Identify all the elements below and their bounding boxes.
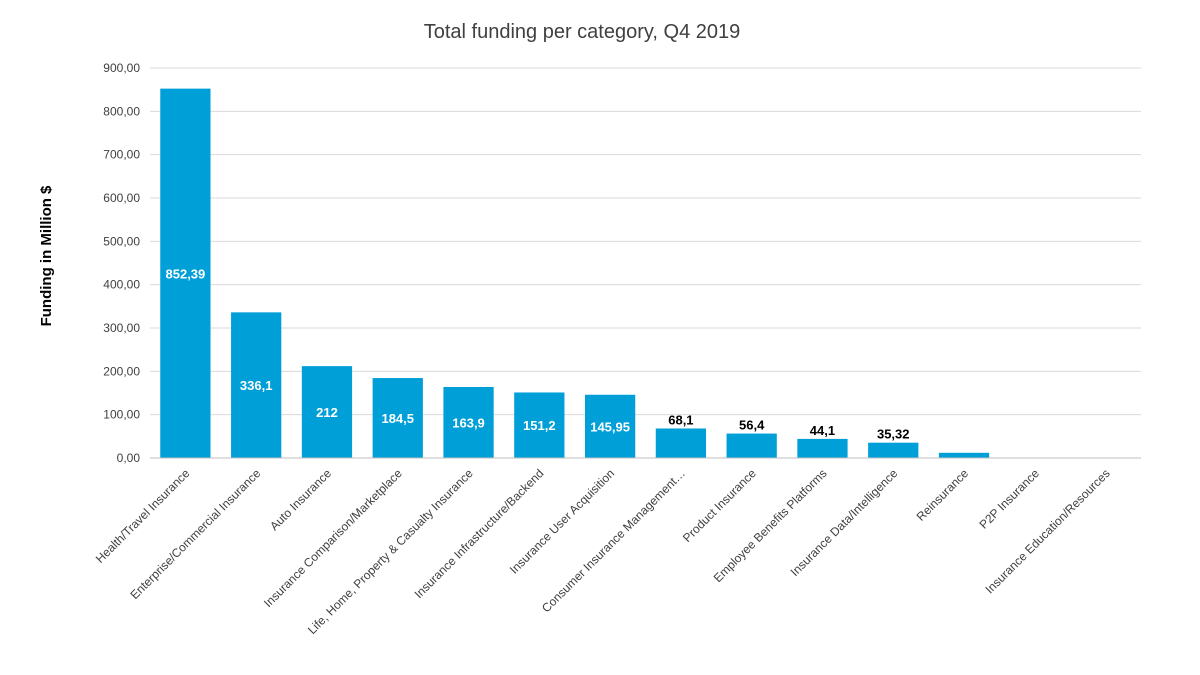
bar xyxy=(938,452,990,458)
data-label: 163,9 xyxy=(452,415,485,430)
x-tick-label: P2P Insurance xyxy=(977,466,1043,532)
data-label: 336,1 xyxy=(240,378,273,393)
data-label: 145,95 xyxy=(590,419,630,434)
chart-title: Total funding per category, Q4 2019 xyxy=(424,21,741,43)
x-tick-label: Reinsurance xyxy=(914,466,972,524)
gridlines xyxy=(150,67,1141,416)
x-tick-label: Insurance Infrastructure/Backend xyxy=(412,466,547,601)
bar xyxy=(372,378,423,458)
bar xyxy=(584,394,636,458)
data-label: 184,5 xyxy=(381,411,414,426)
bar xyxy=(231,312,282,458)
x-tick-label: Product Insurance xyxy=(680,466,759,545)
y-tick-label: 200,00 xyxy=(103,364,140,378)
data-label: 44,1 xyxy=(810,423,835,438)
data-label: 35,32 xyxy=(877,427,910,442)
bar xyxy=(726,433,777,458)
y-tick-label: 800,00 xyxy=(103,104,140,118)
x-tick-label: Employee Benefits Platforms xyxy=(711,466,830,585)
bar xyxy=(797,438,848,458)
y-tick-label: 100,00 xyxy=(103,408,140,422)
y-tick-label: 0,00 xyxy=(117,451,141,465)
bar xyxy=(868,442,919,458)
y-tick-label: 900,00 xyxy=(103,61,140,75)
y-tick-label: 700,00 xyxy=(103,148,140,162)
x-axis-ticks: Health/Travel InsuranceEnterprise/Commer… xyxy=(93,466,1113,637)
bar xyxy=(443,386,494,458)
y-axis-label: Funding in Million $ xyxy=(38,185,55,326)
y-tick-label: 400,00 xyxy=(103,278,140,292)
data-labels: 852,39 336,1 212 184,5 163,9 151,2 145,95 68,1 5… xyxy=(166,266,910,441)
data-label: 56,4 xyxy=(739,418,765,433)
x-tick-label: Enterprise/Commercial Insurance xyxy=(127,466,263,602)
bar xyxy=(514,392,565,458)
y-axis-ticks: 0,00 100,00 200,00 300,00 400,00 500,00 600,00… xyxy=(103,61,140,465)
data-label: 212 xyxy=(316,405,338,420)
bar xyxy=(655,428,707,458)
bar xyxy=(160,88,211,459)
x-tick-label: Insurance Comparison/Marketplace xyxy=(261,466,405,610)
data-label: 852,39 xyxy=(166,266,206,281)
bar xyxy=(301,366,353,458)
y-tick-label: 500,00 xyxy=(103,234,140,248)
bars xyxy=(160,88,990,459)
x-tick-label: Insurance Education/Resources xyxy=(983,466,1113,596)
data-label: 68,1 xyxy=(668,412,693,427)
x-tick-label: Auto Insurance xyxy=(267,466,334,533)
y-tick-label: 600,00 xyxy=(103,191,140,205)
x-tick-label: Consumer Insurance Management… xyxy=(539,466,688,615)
data-label: 151,2 xyxy=(523,418,556,433)
y-tick-label: 300,00 xyxy=(103,321,140,335)
